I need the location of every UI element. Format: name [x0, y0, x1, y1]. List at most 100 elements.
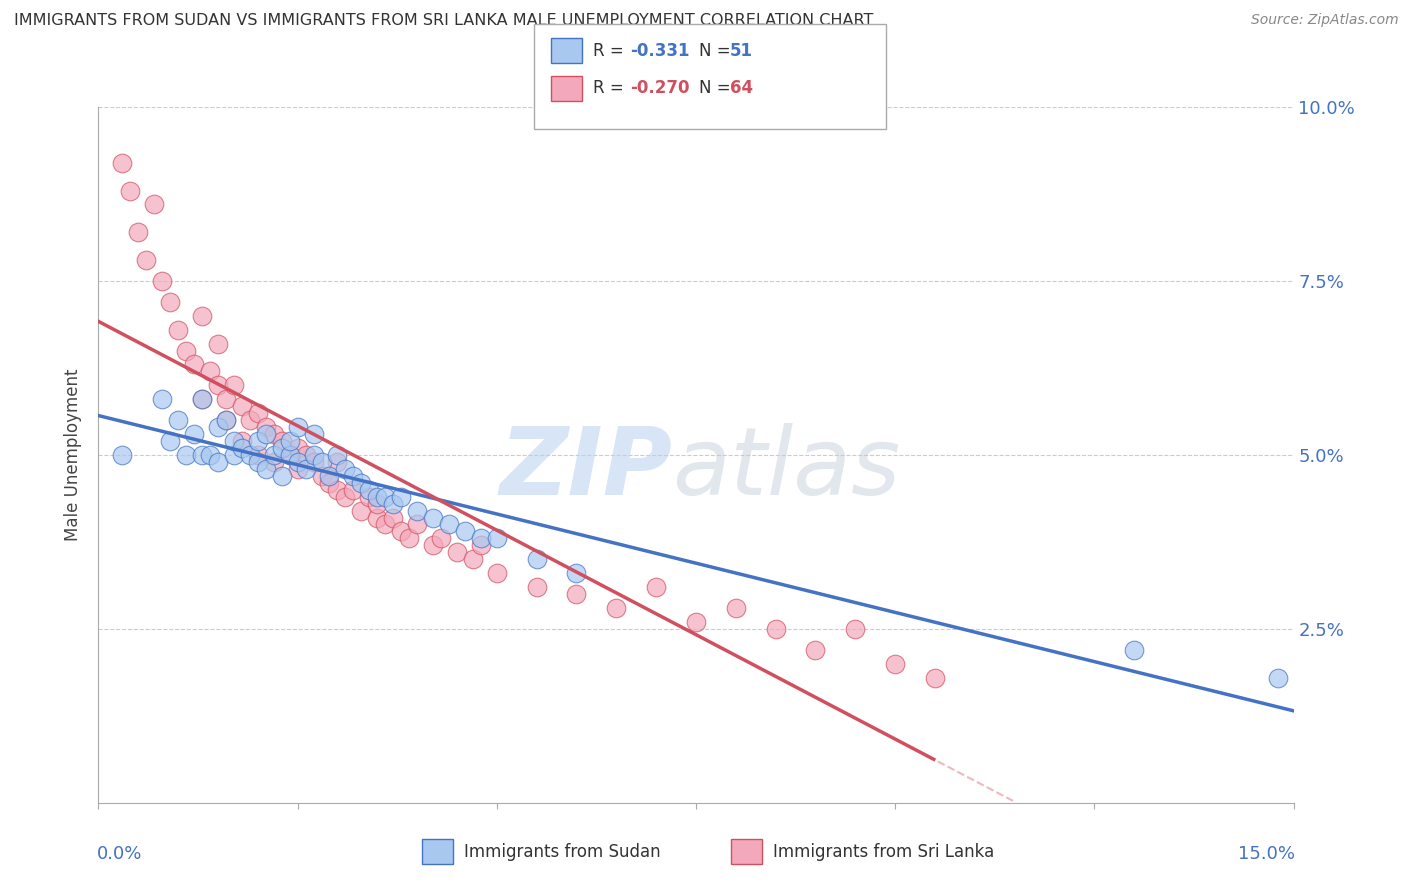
Point [350, 475, 373, 490]
Point [222, 378, 245, 392]
Point [406, 503, 429, 517]
Point [215, 413, 238, 427]
Point [605, 601, 627, 615]
Point [231, 441, 253, 455]
Point [254, 420, 277, 434]
Point [246, 455, 269, 469]
Point [470, 538, 492, 552]
Point [111, 155, 134, 169]
Point [335, 490, 357, 504]
Point [645, 580, 668, 594]
Point [159, 294, 181, 309]
Point [294, 462, 316, 476]
Point [454, 524, 477, 539]
Point [382, 497, 405, 511]
Point [470, 532, 492, 546]
Point [398, 532, 420, 546]
Point [342, 468, 364, 483]
Point [167, 413, 190, 427]
Point [191, 309, 214, 323]
Point [374, 517, 396, 532]
Point [526, 552, 548, 566]
Point [382, 510, 405, 524]
Point [724, 601, 747, 615]
Point [278, 434, 301, 448]
Point [389, 524, 412, 539]
Point [246, 448, 269, 462]
Point [231, 434, 253, 448]
Point [207, 455, 229, 469]
Point [270, 434, 292, 448]
Point [765, 622, 787, 636]
Point [239, 448, 262, 462]
Point [127, 225, 149, 239]
Point [287, 462, 309, 476]
Point [270, 441, 292, 455]
Point [844, 622, 866, 636]
Point [174, 448, 197, 462]
Point [174, 343, 197, 358]
Point [159, 434, 181, 448]
Text: 51: 51 [730, 42, 752, 60]
Y-axis label: Male Unemployment: Male Unemployment [65, 368, 83, 541]
Point [287, 441, 309, 455]
Point [461, 552, 484, 566]
Point [191, 392, 214, 407]
Point [1123, 642, 1146, 657]
Text: R =: R = [593, 42, 630, 60]
Point [422, 538, 444, 552]
Text: 0.0%: 0.0% [97, 845, 142, 863]
Point [565, 566, 588, 581]
Point [366, 497, 388, 511]
Point [526, 580, 548, 594]
Point [311, 455, 333, 469]
Point [359, 483, 381, 497]
Point [311, 468, 333, 483]
Point [263, 427, 285, 442]
Point [150, 392, 173, 407]
Point [263, 455, 285, 469]
Point [120, 184, 142, 198]
Text: Source: ZipAtlas.com: Source: ZipAtlas.com [1251, 13, 1399, 28]
Point [366, 510, 388, 524]
Point [191, 448, 214, 462]
Point [430, 532, 453, 546]
Text: -0.331: -0.331 [630, 42, 689, 60]
Point [446, 545, 468, 559]
Point [287, 420, 309, 434]
Point [326, 455, 349, 469]
Point [884, 657, 907, 671]
Point [294, 448, 316, 462]
Point [485, 566, 508, 581]
Point [685, 615, 707, 629]
Point [254, 462, 277, 476]
Point [222, 434, 245, 448]
Point [406, 517, 429, 532]
Point [302, 455, 325, 469]
Point [437, 517, 460, 532]
Point [207, 336, 229, 351]
Point [485, 532, 508, 546]
Text: Immigrants from Sri Lanka: Immigrants from Sri Lanka [773, 843, 994, 861]
Text: 64: 64 [730, 79, 752, 97]
Point [207, 378, 229, 392]
Point [198, 364, 221, 378]
Point [143, 197, 166, 211]
Point [389, 490, 412, 504]
Point [318, 468, 340, 483]
Point [111, 448, 134, 462]
Point [804, 642, 827, 657]
Text: -0.270: -0.270 [630, 79, 689, 97]
Point [302, 448, 325, 462]
Point [422, 510, 444, 524]
Text: Immigrants from Sudan: Immigrants from Sudan [464, 843, 661, 861]
Point [326, 483, 349, 497]
Point [183, 358, 205, 372]
Point [167, 323, 190, 337]
Point [135, 253, 157, 268]
Point [246, 434, 269, 448]
Text: atlas: atlas [672, 424, 900, 515]
Point [366, 490, 388, 504]
Point [359, 490, 381, 504]
Point [278, 448, 301, 462]
